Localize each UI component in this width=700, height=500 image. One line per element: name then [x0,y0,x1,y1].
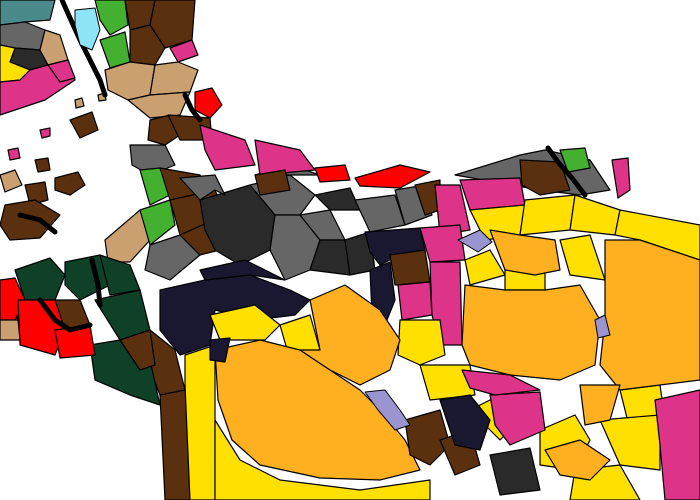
river-north [59,0,108,98]
region-orange-c [299,284,401,386]
island-brown-2 [24,181,49,206]
lake-east-2 [594,314,611,339]
lake-central [364,389,411,431]
river-sw-2 [89,257,103,308]
region-brown-nc1 [254,169,291,196]
region-tan-sw [0,319,21,341]
river-sw-1 [37,297,93,333]
region-gray-w2 [144,234,201,281]
river-ne [545,145,588,198]
region-orange-e3 [489,229,561,276]
region-pink-n [169,39,199,63]
region-brown-sw2 [119,329,156,371]
region-brown-n3 [129,24,166,66]
lake-east-1 [457,229,493,253]
region-tan-n3 [127,91,191,119]
region-yellow-c3 [397,319,446,366]
region-pink-e2 [397,281,433,321]
region-green-ne [559,147,591,173]
region-gray-c6 [179,174,226,201]
region-teal-nw [0,0,56,26]
region-pink-ne2 [459,177,526,211]
region-pink-ne3 [434,184,471,236]
region-brown-s3 [404,409,451,466]
region-pink-nw2 [47,59,76,83]
region-pink-w1 [199,124,256,171]
region-pink-s2 [461,369,541,396]
region-navy-3 [199,259,286,281]
region-brown-c2 [389,249,431,286]
island-brown-5 [34,157,51,173]
region-brown-ne1 [519,159,571,196]
region-navy-s1 [439,394,491,451]
region-navy-s2 [209,337,231,363]
region-yellow-s4 [599,414,661,471]
river-north-2 [182,92,203,123]
region-orange-e2 [599,239,700,391]
region-red-nc1 [314,164,351,183]
island-brown-1 [54,171,86,196]
region-orange-e1 [461,284,601,381]
water-layer [17,0,611,431]
region-pink-s3 [654,389,700,500]
region-yellow-c1 [209,304,281,341]
region-pink-s1 [489,391,546,446]
region-red-n [194,87,223,119]
lake-north-big [74,7,101,51]
region-yellow-c6 [214,419,431,500]
region-red-nc2 [354,164,431,189]
region-orange-s2 [579,384,621,426]
region-pink-ne1 [611,157,631,199]
region-dark-s1 [489,447,541,496]
island-pink-1 [7,147,21,161]
region-green-n1 [94,0,129,36]
island-pink-2 [39,127,51,139]
region-brown-n2 [149,0,196,49]
region-pink-nc1 [254,139,316,176]
region-yellow-e2 [519,194,576,236]
island-tan-1 [0,169,23,193]
region-green-w2 [139,199,176,246]
region-brown-s1 [159,384,191,500]
region-tan-n2 [149,61,199,96]
region-yellow-c4 [419,364,476,401]
island-tan-2 [74,97,85,109]
region-orange-s1 [544,439,611,481]
river-west [17,212,58,235]
island-brown-3 [69,111,99,139]
